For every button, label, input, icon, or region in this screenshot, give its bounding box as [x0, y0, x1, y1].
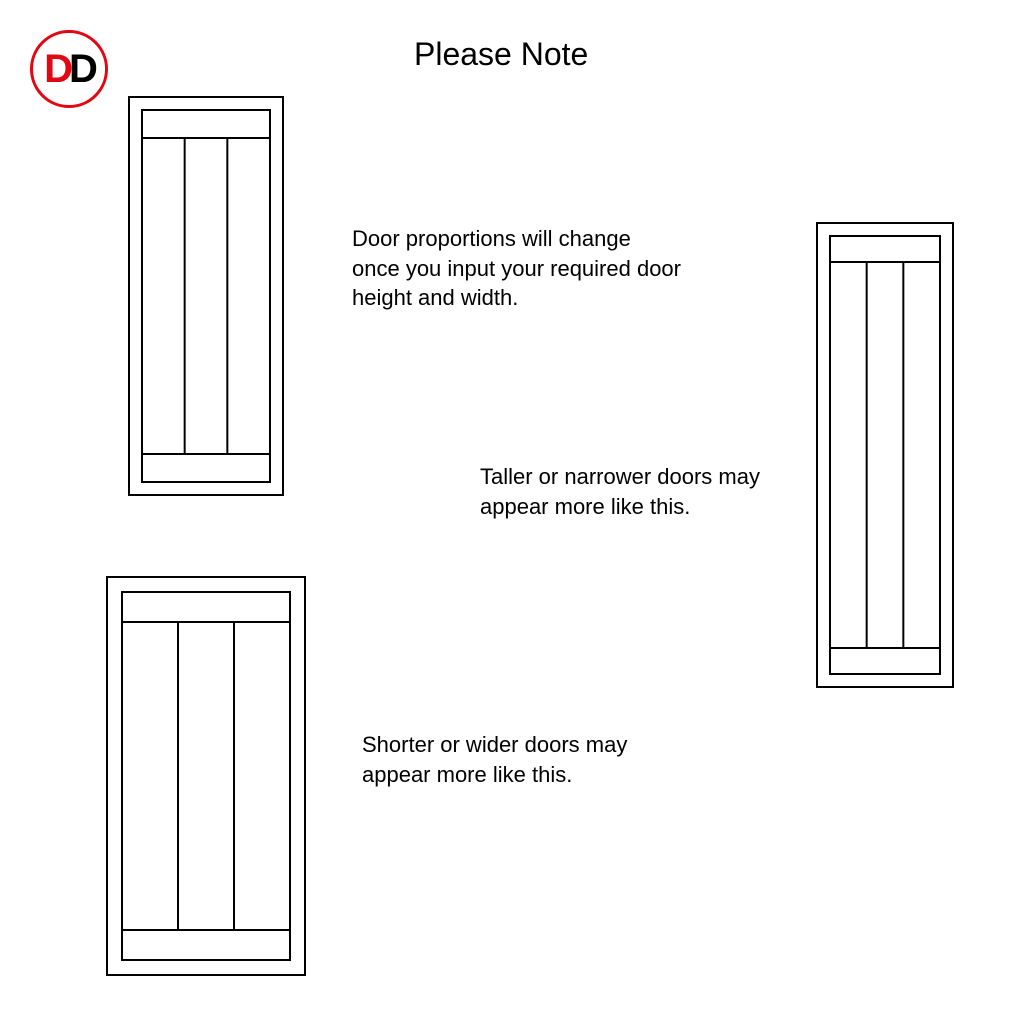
- door-standard: [128, 96, 284, 496]
- logo-letter-d2: D: [69, 49, 94, 89]
- dd-logo: DD: [30, 30, 108, 108]
- note-proportions: Door proportions will change once you in…: [352, 224, 682, 313]
- door-wide: [106, 576, 306, 976]
- note-taller-narrower: Taller or narrower doors may appear more…: [480, 462, 790, 521]
- page-title: Please Note: [414, 36, 588, 73]
- logo-letter-d1: D: [44, 49, 69, 89]
- dd-logo-text: DD: [44, 49, 94, 89]
- door-tall: [816, 222, 954, 688]
- note-shorter-wider: Shorter or wider doors may appear more l…: [362, 730, 692, 789]
